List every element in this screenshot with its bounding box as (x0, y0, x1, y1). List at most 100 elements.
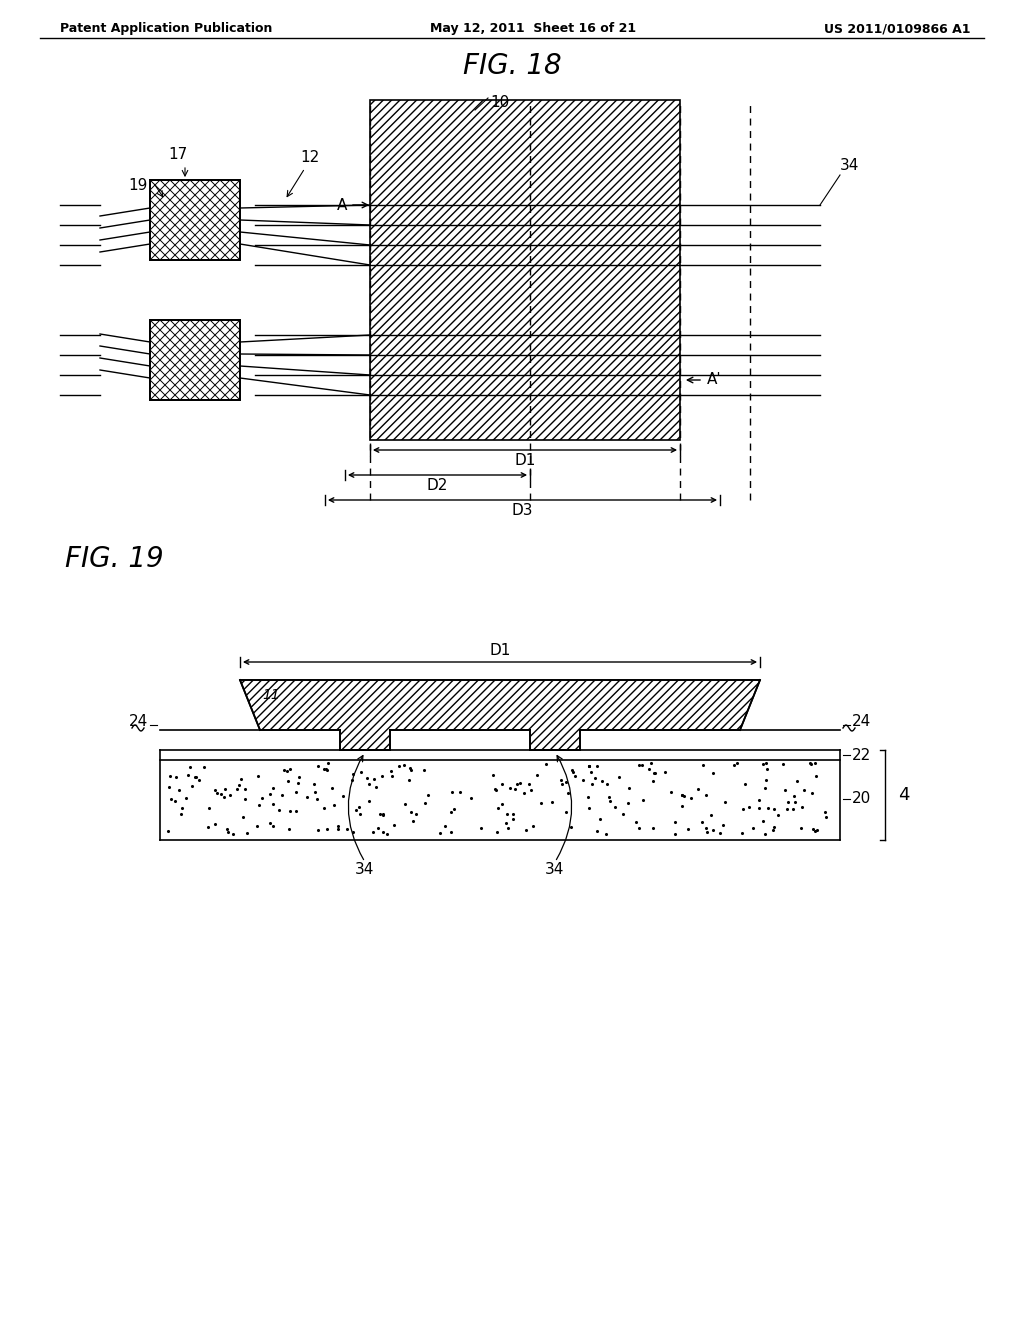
Point (582, 755, 598, 776)
Text: 34: 34 (840, 157, 859, 173)
Point (352, 762, 369, 783)
Point (432, 822, 449, 843)
Point (740, 796, 757, 817)
Point (500, 818, 516, 840)
Point (559, 783, 575, 804)
Point (788, 771, 805, 792)
Point (717, 792, 733, 813)
Point (201, 797, 217, 818)
Point (168, 767, 184, 788)
Point (261, 812, 278, 833)
Point (209, 783, 225, 804)
Point (808, 766, 824, 787)
Point (520, 774, 537, 795)
Point (803, 754, 819, 775)
Point (374, 766, 390, 787)
Point (779, 799, 796, 820)
Point (752, 797, 768, 818)
Point (776, 779, 793, 800)
Point (757, 777, 773, 799)
Point (737, 774, 754, 795)
Point (403, 759, 420, 780)
Point (436, 816, 453, 837)
Point (225, 824, 242, 845)
Point (317, 759, 334, 780)
Point (705, 820, 721, 841)
Point (288, 801, 304, 822)
Point (802, 752, 818, 774)
Point (375, 821, 391, 842)
Point (728, 752, 744, 774)
Point (505, 804, 521, 825)
Point (420, 784, 436, 805)
Point (601, 787, 617, 808)
Point (564, 759, 581, 780)
Point (582, 756, 598, 777)
Point (505, 809, 521, 830)
Point (667, 824, 683, 845)
Point (759, 758, 775, 779)
Point (703, 804, 720, 825)
Point (645, 818, 662, 840)
Point (318, 818, 335, 840)
Point (188, 767, 205, 788)
Point (330, 816, 346, 837)
Point (507, 777, 523, 799)
Bar (150, 319, 240, 400)
Point (558, 801, 574, 822)
Point (592, 808, 608, 829)
Point (330, 818, 346, 840)
Point (635, 789, 651, 810)
Point (581, 755, 597, 776)
Point (645, 771, 662, 792)
Point (178, 788, 195, 809)
Text: 12: 12 (300, 150, 319, 165)
Point (643, 752, 659, 774)
Point (396, 754, 413, 775)
Point (446, 799, 463, 820)
Point (275, 759, 292, 780)
Point (760, 797, 776, 818)
Point (528, 764, 545, 785)
Point (181, 756, 198, 777)
Point (443, 781, 460, 803)
Point (631, 817, 647, 838)
Bar (150, 319, 240, 400)
Text: 4: 4 (898, 785, 909, 804)
Point (443, 801, 460, 822)
Point (309, 820, 326, 841)
Point (544, 791, 560, 812)
Point (161, 776, 177, 797)
Point (744, 817, 761, 838)
Point (307, 781, 324, 803)
Text: Patent Application Publication: Patent Application Publication (60, 22, 272, 36)
Point (641, 759, 657, 780)
Point (735, 799, 752, 820)
Point (408, 803, 424, 824)
Point (818, 807, 835, 828)
Point (171, 780, 187, 801)
Point (383, 760, 399, 781)
Point (391, 755, 408, 776)
Point (264, 816, 281, 837)
Point (487, 780, 504, 801)
Point (486, 779, 503, 800)
Point (187, 767, 204, 788)
Point (589, 755, 605, 776)
Point (229, 779, 246, 800)
Point (610, 767, 627, 788)
Point (372, 803, 388, 824)
Point (237, 788, 253, 809)
Point (375, 804, 391, 825)
Point (557, 771, 573, 792)
Point (765, 820, 781, 841)
Point (400, 770, 417, 791)
Point (249, 816, 265, 837)
Point (463, 787, 479, 808)
Point (191, 770, 208, 791)
Text: 17: 17 (168, 147, 187, 162)
Point (222, 785, 239, 807)
Point (167, 791, 183, 812)
Point (305, 774, 322, 795)
Point (310, 756, 327, 777)
